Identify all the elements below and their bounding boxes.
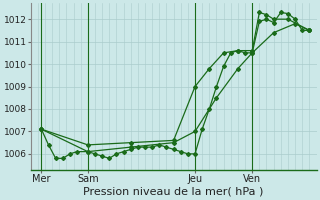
X-axis label: Pression niveau de la mer( hPa ): Pression niveau de la mer( hPa ) (84, 187, 264, 197)
